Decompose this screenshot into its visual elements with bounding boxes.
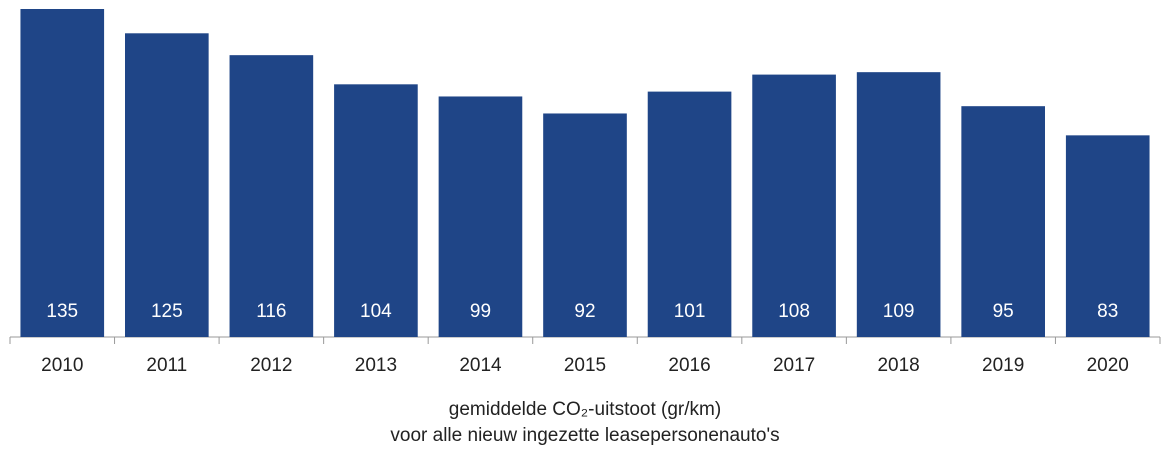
x-tick-label: 2010 xyxy=(41,355,83,376)
x-axis-label: gemiddelde CO₂-uitstoot (gr/km) xyxy=(449,399,721,420)
data-label: 83 xyxy=(1097,301,1118,322)
bar xyxy=(125,33,209,337)
bar xyxy=(334,84,418,338)
data-label: 125 xyxy=(151,301,183,322)
data-label: 108 xyxy=(778,301,810,322)
data-label: 104 xyxy=(360,301,392,322)
bar xyxy=(961,106,1045,338)
data-label: 92 xyxy=(574,301,595,322)
bar xyxy=(856,72,941,337)
bar xyxy=(543,113,627,337)
data-label: 99 xyxy=(470,301,491,322)
data-label: 101 xyxy=(674,301,706,322)
x-tick-label: 2018 xyxy=(877,355,919,376)
data-label: 109 xyxy=(883,301,915,322)
data-label: 116 xyxy=(256,301,286,322)
bar xyxy=(752,74,836,337)
bar xyxy=(1065,135,1150,337)
x-tick-label: 2012 xyxy=(250,355,292,376)
x-tick-label: 2015 xyxy=(564,355,606,376)
x-tick-label: 2019 xyxy=(982,355,1024,376)
bar xyxy=(229,55,314,337)
bar xyxy=(438,96,523,337)
bar xyxy=(647,91,732,337)
data-label: 135 xyxy=(46,301,78,322)
x-tick-label: 2014 xyxy=(459,355,502,376)
x-tick-label: 2017 xyxy=(773,355,815,376)
data-label: 95 xyxy=(993,301,1014,322)
x-axis-label: voor alle nieuw ingezette leasepersonena… xyxy=(390,425,779,446)
x-tick-label: 2013 xyxy=(355,355,397,376)
bar xyxy=(20,9,105,337)
x-tick-label: 2020 xyxy=(1087,355,1129,376)
x-tick-label: 2011 xyxy=(146,355,187,376)
x-tick-label: 2016 xyxy=(668,355,710,376)
